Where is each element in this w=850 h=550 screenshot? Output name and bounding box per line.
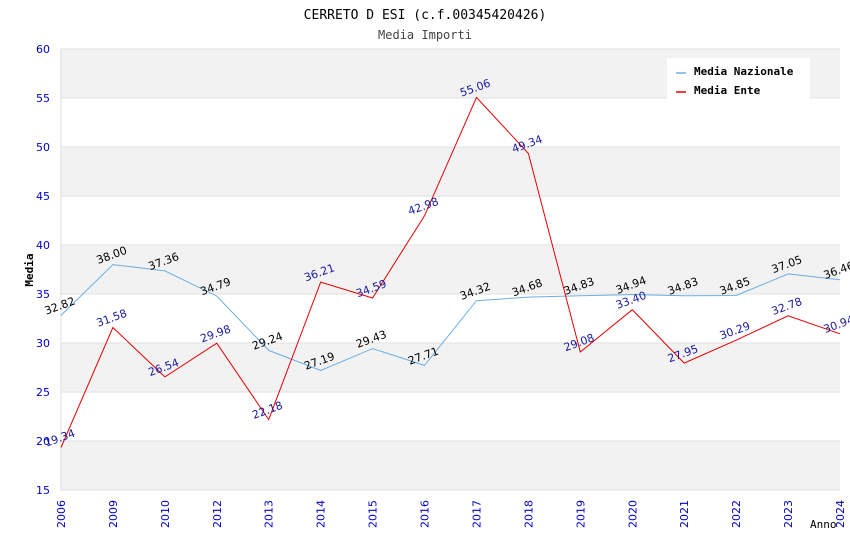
x-tick-label: 2010 bbox=[159, 500, 172, 528]
x-tick-label: 2020 bbox=[626, 500, 639, 528]
series-lines bbox=[60, 96, 841, 448]
x-tick-label: 2016 bbox=[419, 500, 432, 528]
chart-title: CERRETO D ESI (c.f.00345420426) bbox=[304, 8, 547, 23]
x-tick-label: 2017 bbox=[470, 500, 483, 528]
y-tick-label: 25 bbox=[36, 386, 50, 399]
y-axis-label: Media bbox=[23, 253, 36, 286]
y-tick-label: 30 bbox=[36, 337, 50, 350]
data-label-ente: 29.98 bbox=[199, 322, 233, 345]
background-band bbox=[61, 441, 840, 490]
x-tick-label: 2009 bbox=[107, 500, 120, 528]
data-label-ente: 31.58 bbox=[95, 307, 129, 330]
x-tick-label: 2014 bbox=[315, 500, 328, 528]
y-tick-label: 40 bbox=[36, 239, 50, 252]
background-band bbox=[61, 147, 840, 196]
y-tick-label: 35 bbox=[36, 288, 50, 301]
data-label-ente: 32.78 bbox=[770, 295, 804, 318]
x-axis-label: Anno bbox=[810, 518, 837, 531]
chart-subtitle: Media Importi bbox=[378, 28, 472, 42]
legend-label-nazionale: Media Nazionale bbox=[694, 65, 794, 78]
x-tick-label: 2023 bbox=[782, 500, 795, 528]
series-line-ente bbox=[60, 96, 841, 448]
y-axis-ticks: 15 20 25 30 35 40 45 50 55 60 bbox=[36, 43, 50, 497]
series-line-nazionale bbox=[60, 264, 841, 372]
legend-label-ente: Media Ente bbox=[694, 84, 761, 97]
x-axis-ticks: 2006 2009 2010 2012 2013 2014 2015 2016 2017 2018… bbox=[55, 500, 847, 528]
data-label-ente: 42.98 bbox=[406, 195, 440, 218]
legend: Media Nazionale Media Ente bbox=[667, 58, 810, 102]
background-band bbox=[61, 245, 840, 294]
y-tick-label: 45 bbox=[36, 190, 50, 203]
x-tick-label: 2015 bbox=[367, 500, 380, 528]
x-tick-label: 2012 bbox=[211, 500, 224, 528]
x-tick-label: 2013 bbox=[263, 500, 276, 528]
y-tick-label: 60 bbox=[36, 43, 50, 56]
data-label-ente: 30.29 bbox=[718, 319, 752, 342]
y-tick-label: 55 bbox=[36, 92, 50, 105]
x-tick-label: 2024 bbox=[834, 500, 847, 528]
x-tick-label: 2006 bbox=[55, 500, 68, 528]
y-tick-label: 50 bbox=[36, 141, 50, 154]
x-tick-label: 2019 bbox=[574, 500, 587, 528]
x-tick-label: 2018 bbox=[522, 500, 535, 528]
gridlines bbox=[60, 48, 840, 491]
background-bands bbox=[61, 49, 840, 490]
y-tick-label: 20 bbox=[36, 435, 50, 448]
x-tick-label: 2022 bbox=[730, 500, 743, 528]
y-tick-label: 15 bbox=[36, 484, 50, 497]
legend-box bbox=[667, 58, 810, 102]
x-tick-label: 2021 bbox=[678, 500, 691, 528]
